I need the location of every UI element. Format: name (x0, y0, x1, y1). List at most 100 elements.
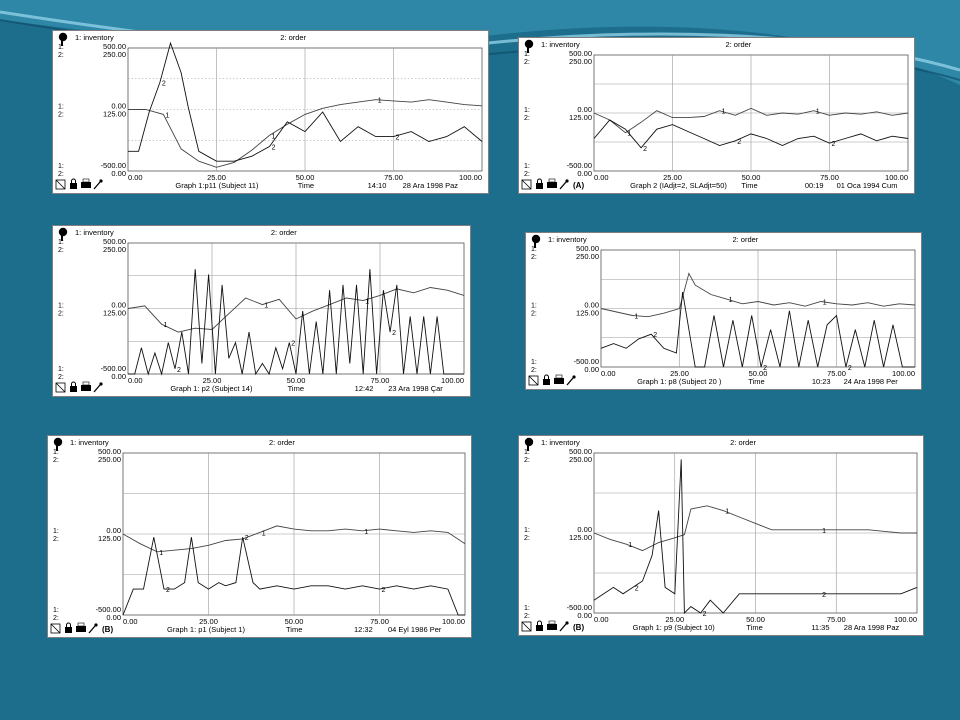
y2-tick-label: 125.00 (103, 110, 126, 119)
x-tick-label: 75.00 (370, 617, 389, 626)
series-marker-2: 2 (392, 330, 396, 337)
page-icon[interactable] (55, 179, 66, 190)
axis1-index-label: 1: (531, 246, 537, 253)
page-icon[interactable] (55, 382, 66, 393)
y1-tick-label: 0.00 (106, 526, 121, 535)
y1-tick-label: 500.00 (103, 237, 126, 246)
x-tick-label: 50.00 (746, 615, 765, 624)
legend-order: 2: order (725, 40, 751, 49)
date-stamp: 04 Eyl 1986 Per (388, 625, 442, 634)
axis1-index-label: 1: (531, 359, 537, 366)
print-icon[interactable] (547, 620, 557, 630)
legend-order: 2: order (271, 228, 297, 237)
magic-wand-icon[interactable] (93, 179, 103, 190)
y1-tick-label: 0.00 (111, 301, 126, 310)
y1-tick-label: 500.00 (103, 42, 126, 51)
magic-wand-icon[interactable] (559, 179, 569, 190)
graph-panel-p2: 1: inventory 2: order 1: 2: 500.00 250.00 1: 2:… (52, 225, 471, 397)
lock-icon[interactable] (536, 178, 543, 189)
y1-tick-label: 0.00 (584, 301, 599, 310)
lock-icon[interactable] (536, 620, 543, 631)
y2-tick-label: 0.00 (577, 611, 592, 620)
axis1-index-label: 1: (58, 239, 64, 246)
date-stamp: 23 Ara 1998 Çar (388, 384, 443, 393)
key-icon[interactable] (58, 32, 68, 46)
y1-tick-label: -500.00 (574, 357, 599, 366)
series-marker-2: 2 (396, 135, 400, 142)
print-icon[interactable] (547, 178, 557, 188)
legend-inventory: 1: inventory (541, 40, 580, 49)
lock-icon[interactable] (65, 622, 72, 633)
legend-order: 2: order (269, 438, 295, 447)
page-icon[interactable] (521, 179, 532, 190)
print-icon[interactable] (81, 381, 91, 391)
graph-title: Graph 1: p1 (Subject 1) (167, 625, 245, 634)
x-tick-label: 25.00 (203, 376, 222, 385)
axis1-index-label: 1: (58, 104, 64, 111)
date-stamp: 28 Ara 1998 Paz (844, 623, 900, 632)
lock-icon[interactable] (70, 381, 77, 392)
axis1-index-label: 1: (531, 303, 537, 310)
x-tick-label: 100.00 (459, 173, 482, 182)
key-icon[interactable] (524, 39, 534, 53)
time-axis-label: Time (286, 625, 302, 634)
lock-icon[interactable] (70, 178, 77, 189)
graph-panel-p11: 1: inventory 2: order 1: 2: 500.00 250.00 1: 2:… (52, 30, 489, 194)
series-marker-1: 1 (262, 530, 266, 537)
graph-tag: (B) (573, 623, 584, 632)
legend-inventory: 1: inventory (70, 438, 109, 447)
print-icon[interactable] (554, 374, 564, 384)
y2-tick-label: 125.00 (576, 309, 599, 318)
graph-panel-p1: 1: inventory 2: order 1: 2: 500.00 250.00 1: 2:… (47, 435, 472, 638)
axis1-index-label: 1: (524, 527, 530, 534)
x-tick-label: 50.00 (287, 376, 306, 385)
magic-wand-icon[interactable] (559, 621, 569, 632)
legend-inventory: 1: inventory (75, 33, 114, 42)
series-marker-1: 1 (264, 303, 268, 310)
axis2-index-label: 2: (524, 613, 530, 620)
series-marker-1: 1 (822, 528, 826, 535)
x-tick-label: 0.00 (128, 173, 143, 182)
magic-wand-icon[interactable] (566, 375, 576, 386)
key-icon[interactable] (524, 437, 534, 451)
x-tick-label: 75.00 (820, 173, 839, 182)
page-icon[interactable] (521, 621, 532, 632)
lock-icon[interactable] (543, 374, 550, 385)
series-order-line (128, 269, 464, 376)
series-inventory-line (128, 99, 483, 168)
axis1-index-label: 1: (58, 303, 64, 310)
x-tick-label: 0.00 (601, 369, 616, 378)
print-icon[interactable] (76, 622, 86, 632)
page-icon[interactable] (50, 623, 61, 634)
x-tick-label: 0.00 (123, 617, 138, 626)
y2-tick-label: 250.00 (576, 252, 599, 261)
key-icon[interactable] (53, 437, 63, 451)
series-order-line (122, 537, 465, 616)
axis2-index-label: 2: (58, 52, 64, 59)
axis1-index-label: 1: (524, 163, 530, 170)
key-icon[interactable] (58, 227, 68, 241)
time-axis-label: Time (298, 181, 314, 190)
magic-wand-icon[interactable] (93, 382, 103, 393)
graph-tag: (B) (102, 625, 113, 634)
series-order-line (600, 292, 915, 368)
graph-svg: 1: inventory 2: order1:2:500.00250.001:2:… (55, 227, 465, 393)
timestamp: 11:35 (811, 623, 829, 632)
y1-tick-label: -500.00 (567, 603, 592, 612)
graph-tag: (A) (573, 181, 584, 190)
magic-wand-icon[interactable] (88, 623, 98, 634)
y1-tick-label: -500.00 (96, 605, 121, 614)
y1-tick-label: 500.00 (98, 447, 121, 456)
y2-tick-label: 250.00 (569, 455, 592, 464)
time-axis-label: Time (746, 623, 762, 632)
legend-order: 2: order (732, 235, 758, 244)
axis2-index-label: 2: (58, 311, 64, 318)
series-marker-2: 2 (272, 144, 276, 151)
key-icon[interactable] (531, 234, 541, 248)
y2-tick-label: 250.00 (103, 245, 126, 254)
x-tick-label: 75.00 (827, 615, 846, 624)
page-icon[interactable] (528, 375, 539, 386)
print-icon[interactable] (81, 178, 91, 188)
axis2-index-label: 2: (53, 536, 59, 543)
axis2-index-label: 2: (531, 254, 537, 261)
